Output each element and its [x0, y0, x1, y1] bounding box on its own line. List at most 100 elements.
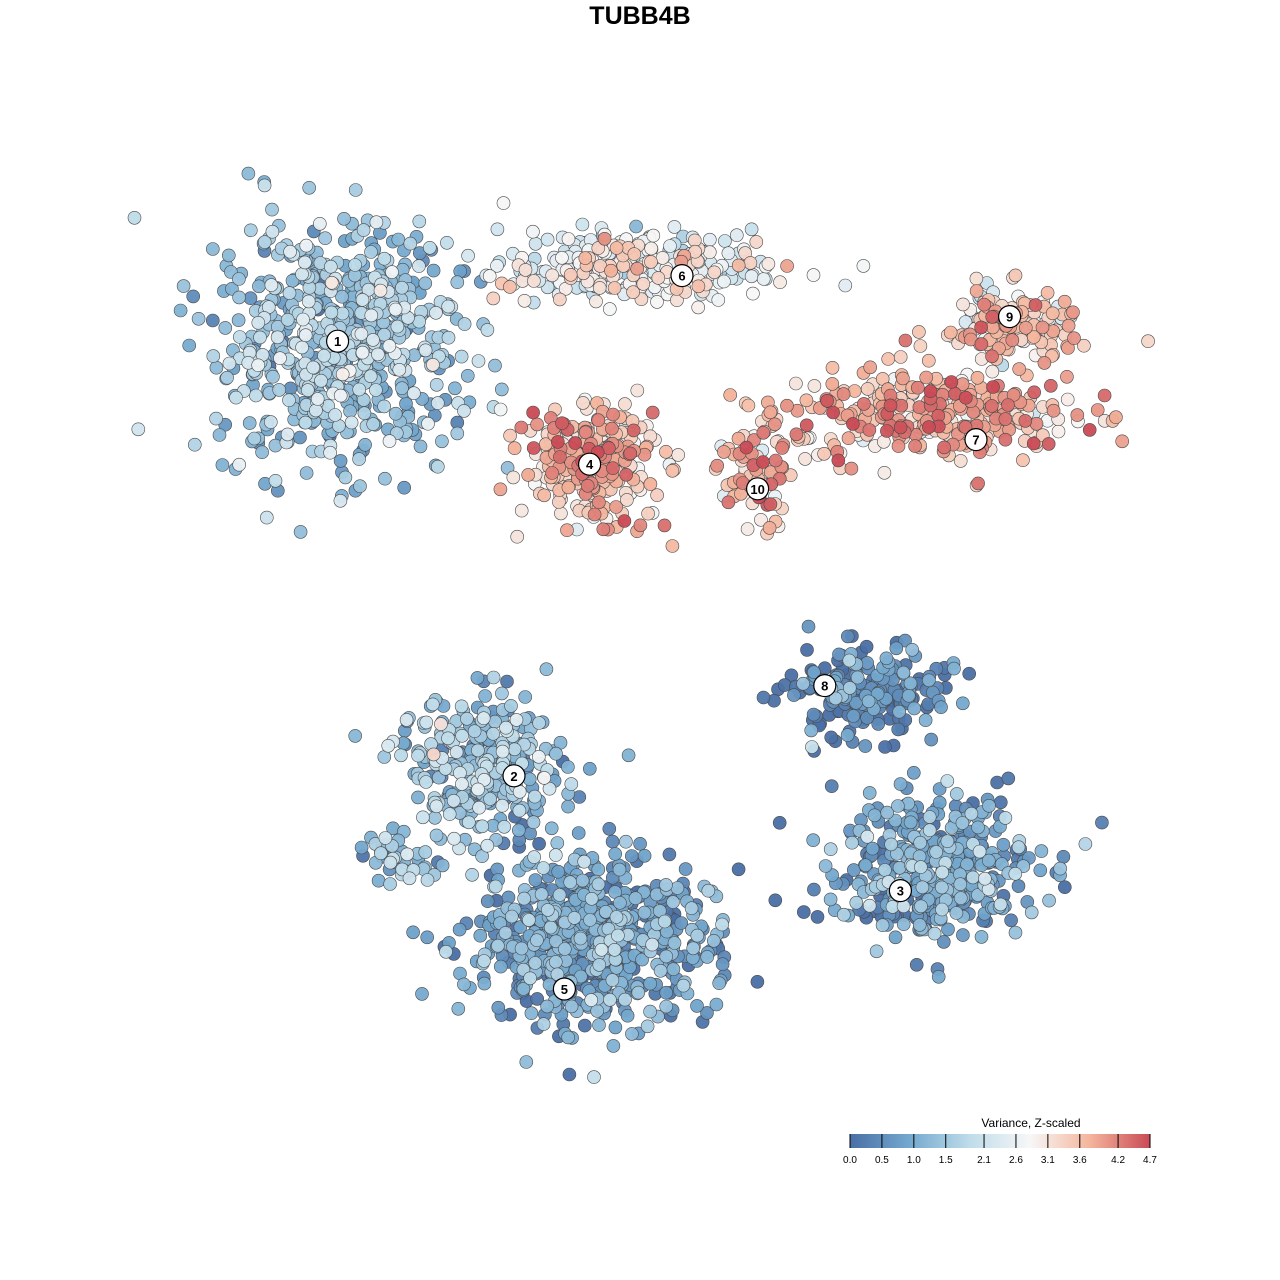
legend-tick-label: 4.2 — [1111, 1155, 1125, 1166]
cell-point — [996, 837, 1011, 852]
cell-point — [800, 643, 814, 657]
cell-point — [1019, 320, 1033, 335]
cell-point — [659, 985, 674, 1000]
cell-point — [428, 810, 442, 825]
cell-point — [454, 349, 469, 364]
cell-point — [575, 873, 590, 888]
cell-point — [626, 285, 640, 300]
cell-point — [960, 857, 974, 872]
cell-point — [836, 907, 851, 922]
cell-point — [970, 370, 985, 385]
cell-point — [958, 390, 973, 405]
cell-point — [611, 928, 625, 943]
cell-point — [667, 936, 682, 950]
cell-point — [584, 891, 599, 906]
cell-point — [717, 274, 731, 289]
cell-point — [662, 847, 677, 862]
cell-point — [953, 877, 968, 892]
cell-point — [426, 747, 441, 762]
cell-point — [534, 887, 549, 902]
cell-point — [511, 823, 526, 838]
cell-point — [1046, 403, 1061, 418]
cell-point — [439, 944, 453, 959]
cell-point — [919, 370, 934, 385]
cell-point — [545, 268, 560, 283]
cell-point — [536, 861, 551, 875]
cell-point — [486, 726, 501, 741]
cell-point — [1057, 294, 1072, 309]
cell-point — [862, 786, 877, 800]
cell-point — [998, 432, 1013, 447]
legend-tick-label: 2.6 — [1009, 1155, 1023, 1166]
cell-point — [300, 383, 315, 397]
cell-point — [880, 424, 894, 438]
cell-point — [1040, 285, 1055, 300]
cell-point — [450, 275, 465, 290]
cell-point — [524, 1006, 539, 1021]
cell-point — [796, 676, 810, 691]
cell-point — [477, 954, 491, 968]
cell-point — [478, 689, 492, 703]
cell-point — [828, 691, 843, 706]
cell-point — [630, 261, 645, 276]
cell-point — [955, 816, 970, 830]
cell-point — [763, 405, 778, 420]
cell-point — [711, 293, 726, 307]
cell-point — [497, 819, 512, 834]
cell-point — [1029, 416, 1044, 431]
cell-point — [554, 506, 568, 521]
cell-point — [548, 848, 563, 862]
svg-text:1: 1 — [334, 334, 341, 349]
cell-point — [710, 458, 725, 473]
cell-point — [448, 381, 462, 396]
cell-point — [494, 382, 509, 397]
cell-point — [655, 251, 670, 265]
cell-point — [318, 231, 333, 245]
cell-point — [333, 388, 348, 403]
cell-point — [317, 348, 331, 363]
cell-point — [825, 377, 840, 391]
cell-point — [421, 416, 435, 431]
cell-point — [206, 313, 220, 328]
cell-point — [465, 867, 479, 882]
cell-point — [798, 452, 812, 466]
cell-point — [268, 473, 283, 488]
cell-point — [947, 661, 961, 676]
cell-point — [430, 396, 445, 410]
cell-point — [756, 690, 771, 705]
cell-point — [283, 244, 297, 259]
cell-point — [388, 406, 403, 421]
cell-point — [530, 417, 544, 432]
cell-point — [395, 381, 409, 396]
cell-point — [312, 217, 327, 231]
cell-point — [756, 455, 770, 469]
cell-point — [721, 246, 736, 260]
cell-point — [799, 393, 814, 408]
cell-point — [974, 337, 989, 351]
cell-point — [775, 441, 789, 455]
cell-point — [324, 275, 339, 290]
cell-point — [314, 373, 328, 388]
cell-point — [299, 466, 314, 480]
cell-point — [625, 1027, 639, 1041]
cell-point — [931, 969, 946, 984]
cell-point — [504, 699, 518, 713]
cell-point — [630, 383, 645, 398]
cell-point — [594, 942, 609, 957]
cell-point — [266, 369, 280, 384]
cell-point — [592, 495, 606, 510]
cell-point — [528, 956, 543, 970]
cell-point — [846, 417, 860, 431]
cell-point — [477, 976, 492, 991]
svg-text:4: 4 — [586, 457, 594, 472]
cell-point — [209, 360, 224, 375]
cell-point — [1041, 437, 1056, 451]
cell-point — [537, 488, 552, 503]
cell-point — [415, 987, 429, 1001]
cell-point — [293, 430, 307, 445]
cell-point — [609, 910, 624, 924]
cell-point — [206, 349, 221, 363]
color-legend: Variance, Z-scaled 0.0 0.5 1.0 1.5 2.1 2.6 3.1… — [843, 1116, 1157, 1166]
cell-point — [787, 688, 801, 702]
cell-point — [909, 957, 924, 972]
